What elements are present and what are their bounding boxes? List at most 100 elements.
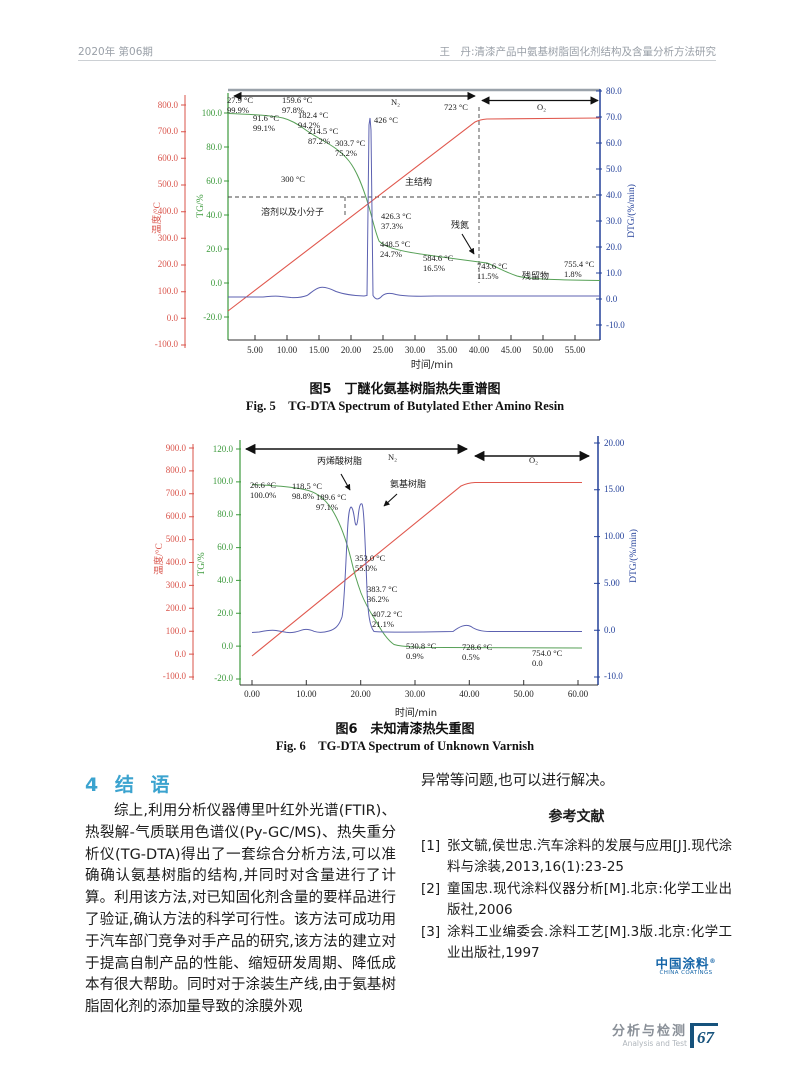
reference-number: [2]: [421, 880, 441, 897]
conclusion-left-column: 综上,利用分析仪器傅里叶红外光谱(FTIR)、热裂解-气质联用色谱仪(Py-GC…: [85, 801, 396, 1019]
tick-label: 40.0: [217, 574, 233, 585]
n2-label: N₂: [388, 452, 398, 462]
tick-label: 5.00: [604, 577, 620, 588]
tick-label: 80.0: [606, 85, 622, 96]
temperature-curve: [227, 117, 601, 312]
region-label-residual-n: 残氮: [451, 221, 470, 231]
references-title: 参考文献: [548, 808, 605, 825]
tg-point-annotation: 189.6 °C 97.1%: [316, 492, 347, 512]
tick-label: 100.0: [201, 107, 222, 118]
reference-item: [3] 涂料工业编委会.涂料工艺[M].3版.北京:化学工业出版社,1997: [421, 922, 732, 965]
dtg-curve: [228, 117, 600, 300]
reference-text: 涂料工业编委会.涂料工艺[M].3版.北京:化学工业出版社,1997: [447, 923, 732, 962]
fig5-caption-en: Fig. 5 TG-DTA Spectrum of Butylated Ethe…: [245, 399, 565, 413]
tick-label: 15.00: [604, 484, 625, 495]
tick-label: 120.0: [212, 443, 233, 454]
reference-item: [2] 童国忠.现代涂料仪器分析[M].北京:化学工业出版社,2006: [421, 879, 732, 922]
n2-label: N₂: [391, 97, 401, 107]
fig6-temp-ticks: 900.0 800.0 700.0 600.0 500.0 400.0 300.…: [153, 442, 186, 684]
tick-label: 10.00: [604, 531, 625, 542]
tick-label: 0.0: [210, 277, 222, 288]
tg-point-annotation: 755.4 °C 1.8%: [564, 259, 595, 279]
tick-label: 80.0: [217, 509, 233, 520]
tick-label: 50.0: [606, 163, 622, 174]
residual-pointer-arrow: [461, 233, 475, 255]
tick-label: 0.0: [604, 624, 616, 635]
threshold-label: 300 °C: [281, 174, 305, 184]
reference-number: [1]: [421, 837, 441, 854]
tick-label: 0.0: [166, 312, 178, 323]
o2-label: O₂: [537, 102, 547, 112]
tick-label: 900.0: [165, 442, 186, 453]
tick-label: 500.0: [165, 534, 186, 545]
tick-label: 55.00: [564, 345, 586, 355]
tg-point-annotation: 182.4 °C 94.2%: [298, 110, 329, 130]
fig6-x-ticks: 0.00 10.00 20.00 30.00 40.00 50.00 60.00: [239, 688, 591, 701]
header-rule: [78, 60, 716, 61]
tick-label: 60.00: [567, 689, 589, 699]
reference-item: [1] 张文毓,侯世忠.汽车涂料的发展与应用[J].现代涂料与涂装,2013,1…: [421, 836, 732, 879]
tick-label: 300.0: [165, 579, 186, 590]
tick-label: 20.00: [350, 689, 371, 699]
fig6-tg-ticks: 120.0 100.0 80.0 60.0 40.0 20.0 0.0 -20.…: [200, 443, 233, 686]
header-issue: 2020年 第06期: [78, 46, 153, 58]
tick-label: 40.0: [606, 189, 622, 200]
fig5-dtg-ticks: 80.0 70.0 60.0 50.0 40.0 30.0 20.0 10.0 …: [606, 85, 640, 332]
region-label-residue: 残留物: [522, 272, 550, 282]
tick-label: 0.0: [221, 640, 233, 651]
tick-label: 0.0: [606, 293, 618, 304]
conclusion-paragraph: 综上,利用分析仪器傅里叶红外光谱(FTIR)、热裂解-气质联用色谱仪(Py-GC…: [85, 803, 396, 1016]
logo-en-text: CHINA COATINGS: [659, 970, 713, 977]
tg-point-annotation: 118.5 °C 98.8%: [292, 481, 323, 501]
footer-section-cn: 分析与检测: [611, 1024, 687, 1039]
region-label-solvents: 溶剂以及小分子: [261, 208, 325, 218]
fig6-chart: 温度/°C TG/% DTG/(%/min) 900.0 800.0 700.0…: [145, 430, 665, 722]
temperature-curve: [251, 481, 582, 657]
tg-point-annotation: 159.6 °C 97.8%: [282, 95, 313, 115]
tick-label: 80.0: [206, 141, 222, 152]
logo-cn-text: 中国涂料®: [654, 955, 718, 970]
tg-point-annotation: 426.3 °C 37.3%: [381, 211, 412, 231]
tick-label: 600.0: [157, 152, 178, 163]
tick-label: 800.0: [165, 465, 186, 476]
tick-label: 700.0: [157, 126, 178, 137]
tg-curve: [227, 113, 601, 281]
tick-label: -10.0: [606, 319, 625, 330]
tick-label: 400.0: [165, 556, 186, 567]
tick-label: 60.0: [217, 542, 233, 553]
tick-label: 20.0: [606, 241, 622, 252]
tg-point-annotation: 214.5 °C 87.2%: [308, 126, 339, 146]
switch-temp-label: 723 °C: [444, 102, 468, 112]
tick-label: 30.0: [606, 215, 622, 226]
tick-label: 400.0: [157, 206, 178, 217]
footer-section: 分析与检测 Analysis and Test: [560, 1024, 687, 1049]
tick-label: 35.00: [436, 345, 458, 355]
tick-label: 10.00: [296, 689, 317, 699]
footer-section-en: Analysis and Test: [622, 1039, 687, 1048]
tick-label: 300.0: [157, 232, 178, 243]
tick-label: 70.0: [606, 111, 622, 122]
reference-text: 张文毓,侯世忠.汽车涂料的发展与应用[J].现代涂料与涂装,2013,16(1)…: [447, 837, 732, 876]
amino-resin-label: 氨基树脂: [390, 480, 427, 490]
tg-point-annotation: 383.7 °C 36.2%: [367, 584, 398, 604]
tg-point-annotation: 27.9 °C 99.9%: [227, 95, 254, 115]
tick-label: 600.0: [165, 511, 186, 522]
tg-point-annotation: 448.5 °C 24.7%: [380, 239, 411, 259]
page-number-rule: [690, 1023, 718, 1026]
fig6-plot: [189, 436, 600, 686]
tick-label: 45.00: [500, 345, 522, 355]
tick-label: 0.00: [244, 689, 260, 699]
tick-label: 50.00: [532, 345, 554, 355]
tick-label: 100.0: [157, 286, 178, 297]
tick-label: 500.0: [157, 179, 178, 190]
header-running-title: 王 丹:清漆产品中氨基树脂固化剂结构及含量分析方法研究: [439, 46, 716, 58]
tick-label: 40.0: [206, 209, 222, 220]
fig6-caption-en: Fig. 6 TG-DTA Spectrum of Unknown Varnis…: [275, 739, 535, 753]
reference-text: 童国忠.现代涂料仪器分析[M].北京:化学工业出版社,2006: [447, 880, 732, 919]
tick-label: 20.0: [217, 607, 233, 618]
tick-label: 5.00: [247, 345, 263, 355]
section-heading: 4 结 语: [85, 774, 175, 796]
conclusion-paragraph-continued: 异常等问题,也可以进行解决。: [421, 773, 615, 789]
tick-label: 60.0: [606, 137, 622, 148]
fig5-chart: 温度/°C TG/% DTG/(%/min) 800.0 700.0 600.0…: [145, 85, 665, 377]
